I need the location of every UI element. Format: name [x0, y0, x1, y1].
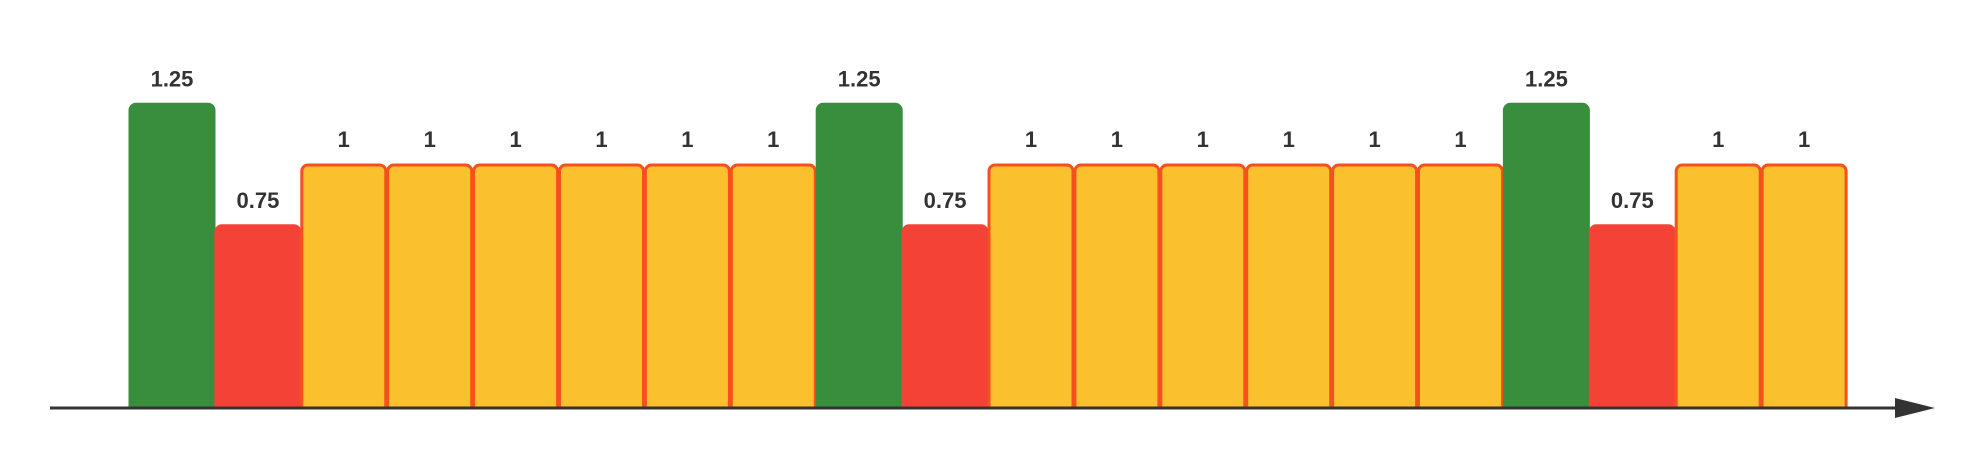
bar-label-5: 1: [509, 127, 521, 152]
bar-label-17: 1.25: [1525, 66, 1568, 91]
bar-14: [1245, 163, 1333, 416]
bar-label-20: 1: [1798, 127, 1810, 152]
bar-label-18: 0.75: [1611, 188, 1654, 213]
bar-11: [987, 163, 1075, 416]
bar-20: [1760, 163, 1848, 416]
bar-13: [1159, 163, 1247, 416]
baseline-mask: [0, 409, 1974, 458]
bar-label-14: 1: [1283, 127, 1295, 152]
bar-16: [1417, 163, 1504, 416]
bar-label-9: 1.25: [838, 66, 881, 91]
bar-3: [300, 163, 388, 416]
bars-layer: [0, 102, 1974, 458]
bar-8: [729, 163, 817, 416]
x-axis-arrow-icon: [1895, 398, 1935, 418]
bar-label-1: 1.25: [151, 66, 194, 91]
bar-17: [1502, 102, 1590, 416]
bar-19: [1674, 163, 1762, 416]
bar-1: [128, 102, 216, 416]
bar-label-12: 1: [1111, 127, 1123, 152]
bar-label-4: 1: [424, 127, 436, 152]
bar-15: [1331, 163, 1419, 416]
bar-10: [901, 224, 989, 416]
bar-label-10: 0.75: [924, 188, 967, 213]
x-axis: [50, 398, 1935, 418]
bar-4: [386, 163, 474, 416]
bar-label-7: 1: [681, 127, 693, 152]
bar-label-16: 1: [1454, 127, 1466, 152]
bar-5: [472, 163, 560, 416]
bar-7: [643, 163, 731, 416]
bar-2: [214, 224, 302, 416]
bar-label-3: 1: [338, 127, 350, 152]
bar-label-6: 1: [595, 127, 607, 152]
bar-label-15: 1: [1368, 127, 1380, 152]
bar-label-11: 1: [1025, 127, 1037, 152]
bar-label-13: 1: [1197, 127, 1209, 152]
bar-label-8: 1: [767, 127, 779, 152]
bar-label-2: 0.75: [236, 188, 279, 213]
labels-layer: 1.25 0.75 1 1 1 1 1 1 1.25 0.75 1 1 1 1 1 1 1.25 0.75 1 1: [151, 66, 1811, 213]
bar-label-19: 1: [1712, 127, 1724, 152]
bar-9: [815, 102, 903, 416]
bar-12: [1073, 163, 1161, 416]
bar-6: [558, 163, 645, 416]
bar-18: [1588, 224, 1676, 416]
